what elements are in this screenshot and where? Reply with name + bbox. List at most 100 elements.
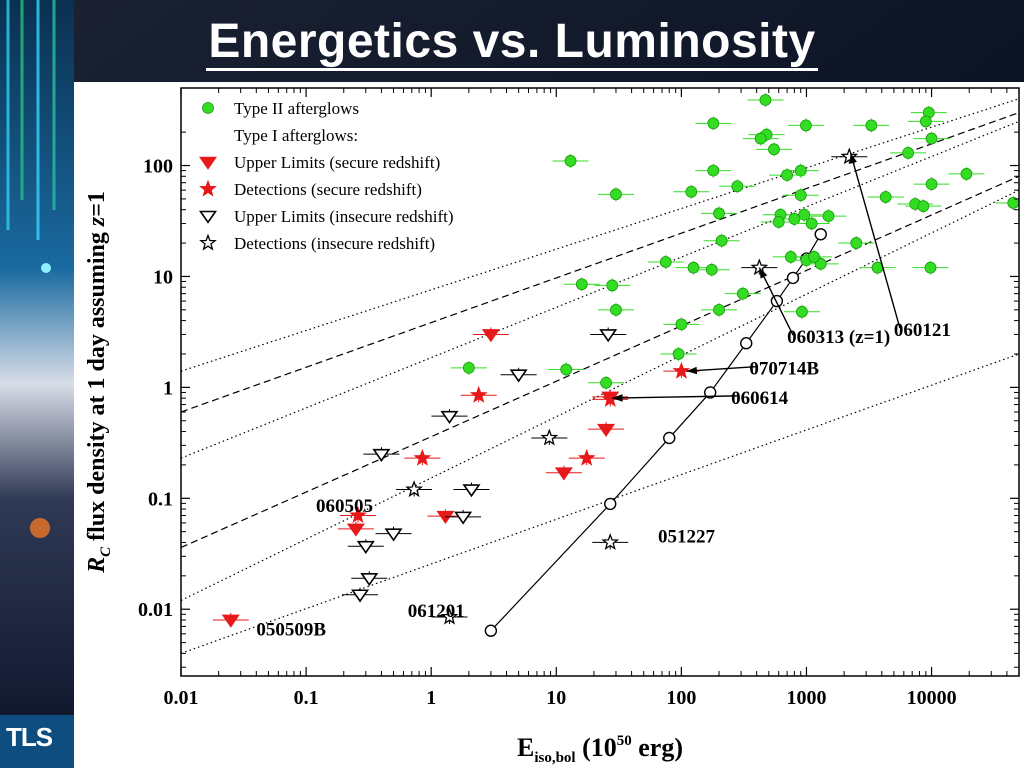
- chart-panel: [74, 82, 1024, 768]
- annotation-label: 060614: [731, 388, 789, 409]
- data-point-tri-open: [351, 589, 370, 603]
- data-point-circle: [462, 361, 475, 374]
- data-point-circle: [865, 119, 878, 132]
- legend-label: Type II afterglows: [234, 99, 359, 118]
- data-point-circle: [610, 188, 622, 201]
- x-tick-label: 10000: [907, 687, 957, 709]
- reference-line-dashed: [181, 112, 1019, 413]
- data-point-star-open: [405, 480, 423, 498]
- annotation-arrowhead: [612, 394, 623, 402]
- data-point-circle: [610, 303, 622, 316]
- track-point: [770, 294, 784, 308]
- data-point-circle: [925, 132, 938, 145]
- data-point-star-open: [840, 147, 859, 165]
- data-point-circle: [902, 146, 915, 159]
- data-point-circle: [772, 216, 785, 228]
- data-point-tri-filled: [346, 523, 365, 537]
- data-point-tri-filled: [554, 467, 573, 481]
- data-point-circle: [798, 208, 811, 221]
- legend-label: Upper Limits (secure redshift): [234, 153, 440, 172]
- track-point: [814, 228, 827, 241]
- x-tick-label: 10: [546, 687, 566, 709]
- data-point-star-filled: [672, 361, 691, 379]
- x-tick-label: 0.1: [294, 687, 319, 709]
- y-axis-label: RC flux density at 1 day assuming z=1: [84, 191, 114, 574]
- y-tick-label: 0.1: [148, 488, 173, 510]
- data-point-circle: [917, 200, 930, 213]
- data-point-tri-open: [384, 528, 403, 542]
- data-point-circle: [781, 169, 793, 181]
- legend-label: Detections (insecure redshift): [234, 234, 435, 253]
- annotation-arrowhead: [849, 152, 857, 164]
- data-point-star-filled: [349, 506, 367, 524]
- data-point-circle: [564, 155, 577, 167]
- legend-entry: Detections (secure redshift): [199, 179, 422, 199]
- data-point-circle: [759, 94, 772, 106]
- data-point-tri-open: [509, 369, 528, 383]
- axis-label-part: C: [98, 546, 114, 557]
- annotation-arrowhead: [686, 366, 698, 375]
- data-point-tri-open: [454, 511, 473, 525]
- y-tick-label: 100: [143, 156, 173, 178]
- data-point-circle: [754, 132, 767, 145]
- data-point-circle: [659, 256, 672, 268]
- x-tick-label: 0.01: [164, 687, 199, 709]
- legend-entry: Upper Limits (secure redshift): [198, 153, 440, 172]
- annotation-label: 060505: [316, 496, 373, 517]
- track-point: [704, 386, 717, 399]
- data-point-circle: [768, 143, 780, 156]
- data-point-circle: [575, 278, 588, 291]
- axis-label-part: (10: [576, 733, 617, 762]
- annotation-label: 070714B: [749, 359, 819, 380]
- data-point-circle: [560, 363, 573, 376]
- data-point-circle: [713, 207, 725, 220]
- legend-entry: Type I afterglows:: [234, 126, 358, 145]
- data-point-circle: [924, 261, 937, 274]
- annotation-arrowhead: [759, 267, 768, 279]
- annotation-arrow: [612, 395, 738, 399]
- legend-marker-tri-filled: [198, 156, 218, 170]
- data-point-circle: [805, 217, 818, 230]
- data-point-circle: [685, 185, 698, 198]
- x-axis-label: Eiso,bol (1050 erg): [517, 733, 683, 766]
- y-tick-label: 0.01: [138, 599, 173, 621]
- axis-label-part: erg): [632, 733, 683, 762]
- data-point-tri-filled: [221, 614, 240, 628]
- data-point-star-filled: [577, 448, 596, 466]
- tls-logo: TLS: [6, 722, 53, 752]
- data-point-circle: [808, 251, 820, 263]
- data-point-tri-open: [372, 448, 391, 462]
- legend-marker-circle: [202, 102, 214, 114]
- data-point-star-open: [750, 258, 769, 276]
- axis-label-part: z: [84, 216, 110, 227]
- data-point-circle: [675, 318, 688, 331]
- data-point-star-filled: [469, 385, 488, 403]
- data-point-tri-open: [462, 484, 481, 498]
- legend-entry: Detections (insecure redshift): [199, 233, 435, 253]
- data-point-circle: [925, 178, 938, 191]
- axis-label-part: iso,bol: [534, 750, 575, 766]
- data-point-circle: [731, 180, 744, 193]
- track-point: [740, 337, 753, 350]
- data-point-circle: [794, 164, 807, 177]
- data-point-circle: [794, 189, 807, 202]
- legend-label: Upper Limits (insecure redshift): [234, 207, 454, 226]
- x-tick-label: 100: [666, 687, 696, 709]
- axis-label-part: R: [84, 557, 110, 574]
- data-point-circle: [672, 348, 685, 360]
- data-point-circle: [687, 261, 700, 274]
- data-point-circle: [705, 263, 718, 276]
- axis-label-part: flux density at 1 day assuming: [84, 226, 110, 547]
- annotation-label: 061201: [408, 601, 465, 622]
- data-point-circle: [606, 279, 619, 292]
- annotation-arrow: [758, 267, 794, 336]
- slide-title: Energetics vs. Luminosity: [0, 14, 1024, 71]
- annotation-arrow: [686, 366, 756, 372]
- legend-label: Detections (secure redshift): [234, 180, 422, 199]
- annotation-label: 060313 (z=1): [787, 327, 890, 348]
- legend-label: Type I afterglows:: [234, 126, 358, 145]
- data-point-circle: [919, 115, 932, 128]
- data-point-star-open: [440, 607, 459, 625]
- legend-marker-star-filled: [199, 179, 217, 197]
